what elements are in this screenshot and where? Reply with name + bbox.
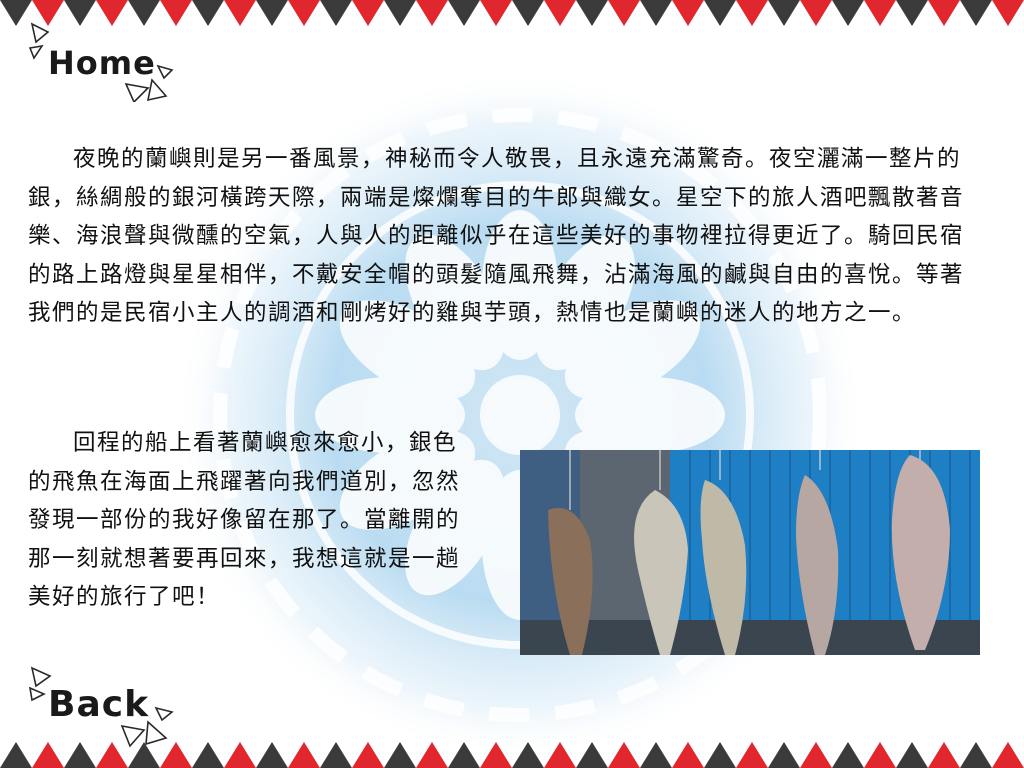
zigzag-triangle <box>0 742 32 768</box>
home-label: Home <box>48 44 156 82</box>
zigzag-triangle <box>928 0 960 26</box>
zigzag-triangle <box>320 742 352 768</box>
zigzag-triangle <box>928 742 960 768</box>
zigzag-triangle <box>960 0 992 26</box>
zigzag-triangle <box>192 0 224 26</box>
zigzag-triangle <box>320 0 352 26</box>
zigzag-triangle <box>864 742 896 768</box>
zigzag-triangle <box>736 742 768 768</box>
back-label: Back <box>48 684 149 725</box>
zigzag-triangle <box>736 0 768 26</box>
zigzag-triangle <box>544 0 576 26</box>
zigzag-triangle <box>800 0 832 26</box>
zigzag-triangle <box>608 742 640 768</box>
zigzag-triangle <box>640 0 672 26</box>
zigzag-triangle <box>896 0 928 26</box>
zigzag-triangle <box>352 742 384 768</box>
zigzag-triangle <box>448 0 480 26</box>
zigzag-triangle <box>160 742 192 768</box>
zigzag-triangle <box>352 0 384 26</box>
zigzag-triangle <box>192 742 224 768</box>
zigzag-triangle <box>576 742 608 768</box>
zigzag-triangle <box>832 742 864 768</box>
back-link[interactable]: Back <box>26 664 176 748</box>
zigzag-triangle <box>512 0 544 26</box>
zigzag-triangle <box>864 0 896 26</box>
bottom-zigzag-border <box>0 742 1024 768</box>
drying-flying-fish-photo <box>520 450 980 655</box>
zigzag-triangle <box>480 0 512 26</box>
zigzag-triangle <box>896 742 928 768</box>
zigzag-triangle <box>992 0 1024 26</box>
zigzag-triangle <box>448 742 480 768</box>
home-link[interactable]: Home <box>26 18 176 102</box>
zigzag-triangle <box>704 0 736 26</box>
zigzag-triangle <box>480 742 512 768</box>
zigzag-triangle <box>224 0 256 26</box>
zigzag-triangle <box>512 742 544 768</box>
zigzag-triangle <box>32 742 64 768</box>
zigzag-triangle <box>768 0 800 26</box>
zigzag-triangle <box>384 0 416 26</box>
zigzag-triangle <box>288 742 320 768</box>
zigzag-triangle <box>992 742 1024 768</box>
zigzag-triangle <box>640 742 672 768</box>
zigzag-triangle <box>608 0 640 26</box>
zigzag-triangle <box>384 742 416 768</box>
zigzag-triangle <box>96 742 128 768</box>
zigzag-triangle <box>768 742 800 768</box>
zigzag-triangle <box>704 742 736 768</box>
zigzag-triangle <box>288 0 320 26</box>
zigzag-triangle <box>672 0 704 26</box>
zigzag-triangle <box>960 742 992 768</box>
zigzag-triangle <box>832 0 864 26</box>
zigzag-triangle <box>576 0 608 26</box>
zigzag-triangle <box>64 742 96 768</box>
zigzag-triangle <box>256 0 288 26</box>
zigzag-triangle <box>256 742 288 768</box>
zigzag-triangle <box>800 742 832 768</box>
return-trip-paragraph: 回程的船上看著蘭嶼愈來愈小，銀色的飛魚在海面上飛躍著向我們道別，忽然發現一部份的… <box>28 424 478 617</box>
zigzag-triangle <box>416 0 448 26</box>
zigzag-triangle <box>416 742 448 768</box>
zigzag-triangle <box>544 742 576 768</box>
night-paragraph: 夜晚的蘭嶼則是另一番風景，神秘而令人敬畏，且永遠充滿驚奇。夜空灑滿一整片的銀，絲… <box>28 140 978 333</box>
zigzag-triangle <box>672 742 704 768</box>
zigzag-triangle <box>128 742 160 768</box>
zigzag-triangle <box>224 742 256 768</box>
